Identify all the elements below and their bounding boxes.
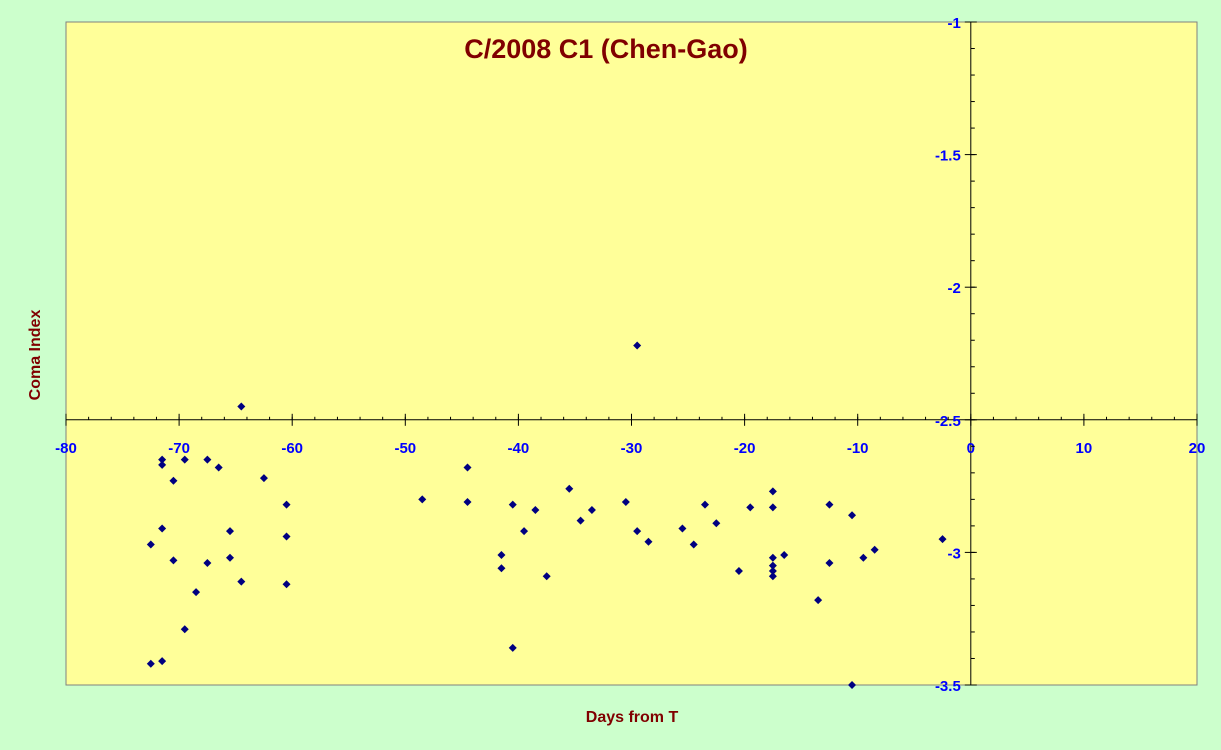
data-point [508, 643, 517, 652]
data-point [870, 545, 879, 554]
data-point [169, 476, 178, 485]
x-tick-label: -10 [847, 440, 869, 457]
x-tick-label: 10 [1076, 440, 1093, 457]
data-point [938, 535, 947, 544]
data-point [848, 681, 857, 689]
data-point [633, 341, 642, 350]
data-point [508, 500, 517, 509]
data-point [158, 524, 167, 533]
data-point [180, 625, 189, 634]
data-point [158, 455, 167, 464]
data-point [768, 503, 777, 512]
data-point [644, 537, 653, 546]
data-point [158, 657, 167, 666]
y-tick-label: -2 [947, 280, 960, 297]
plot-area [65, 21, 1198, 686]
data-point [780, 551, 789, 560]
data-point [520, 527, 529, 536]
data-point [859, 553, 868, 562]
data-point [531, 505, 540, 514]
y-tick-label: -3 [947, 545, 960, 562]
data-point [282, 580, 291, 589]
data-point [576, 516, 585, 525]
x-tick-label: 20 [1189, 440, 1206, 457]
data-point [214, 463, 223, 472]
data-point [418, 495, 427, 504]
data-point [587, 505, 596, 514]
y-tick-label: -2.5 [935, 413, 961, 430]
x-axis-title: Days from T [586, 709, 679, 726]
data-point [825, 559, 834, 568]
data-point [237, 402, 246, 411]
data-point [621, 498, 630, 507]
data-point [825, 500, 834, 509]
data-point [701, 500, 710, 509]
data-point [746, 503, 755, 512]
data-point [259, 474, 268, 483]
data-point [225, 553, 234, 562]
x-tick-label: -80 [55, 440, 77, 457]
data-point [180, 455, 189, 464]
data-point [678, 524, 687, 533]
axes: -80 -70 -60 -50 -40 -30 -20 -10 0 10 20 -1 -1.5 -2 -2.… [55, 15, 1205, 695]
data-point [497, 551, 506, 560]
data-point [814, 596, 823, 605]
y-tick-label: -1.5 [935, 148, 961, 165]
data-point [768, 572, 777, 581]
y-tick-label: -3.5 [935, 678, 961, 695]
data-points [146, 341, 947, 689]
x-tick-label: -30 [621, 440, 643, 457]
data-point [734, 566, 743, 575]
data-point [689, 540, 698, 549]
data-point [237, 577, 246, 586]
data-point [146, 540, 155, 549]
data-point [169, 556, 178, 565]
data-point [463, 498, 472, 507]
y-axis-title: Coma Index [27, 310, 44, 401]
data-point [633, 527, 642, 536]
y-tick-label: -1 [947, 15, 960, 32]
x-tick-label: -70 [168, 440, 190, 457]
data-point [282, 532, 291, 541]
data-point [282, 500, 291, 509]
data-point [497, 564, 506, 573]
x-tick-label: -20 [734, 440, 756, 457]
data-point [712, 519, 721, 528]
data-point [192, 588, 201, 597]
data-point [768, 561, 777, 570]
data-point [225, 527, 234, 536]
data-point [158, 460, 167, 469]
data-point [848, 511, 857, 520]
x-tick-label: -50 [394, 440, 416, 457]
x-tick-label: 0 [967, 440, 975, 457]
data-point [203, 559, 212, 568]
data-point [768, 566, 777, 575]
data-point [768, 487, 777, 496]
data-point [768, 553, 777, 562]
x-tick-label: -40 [508, 440, 530, 457]
chart-title: C/2008 C1 (Chen-Gao) [464, 34, 748, 64]
data-point [146, 659, 155, 668]
data-point [463, 463, 472, 472]
data-point [203, 455, 212, 464]
x-tick-label: -60 [281, 440, 303, 457]
data-point [565, 484, 574, 493]
data-point [542, 572, 551, 581]
